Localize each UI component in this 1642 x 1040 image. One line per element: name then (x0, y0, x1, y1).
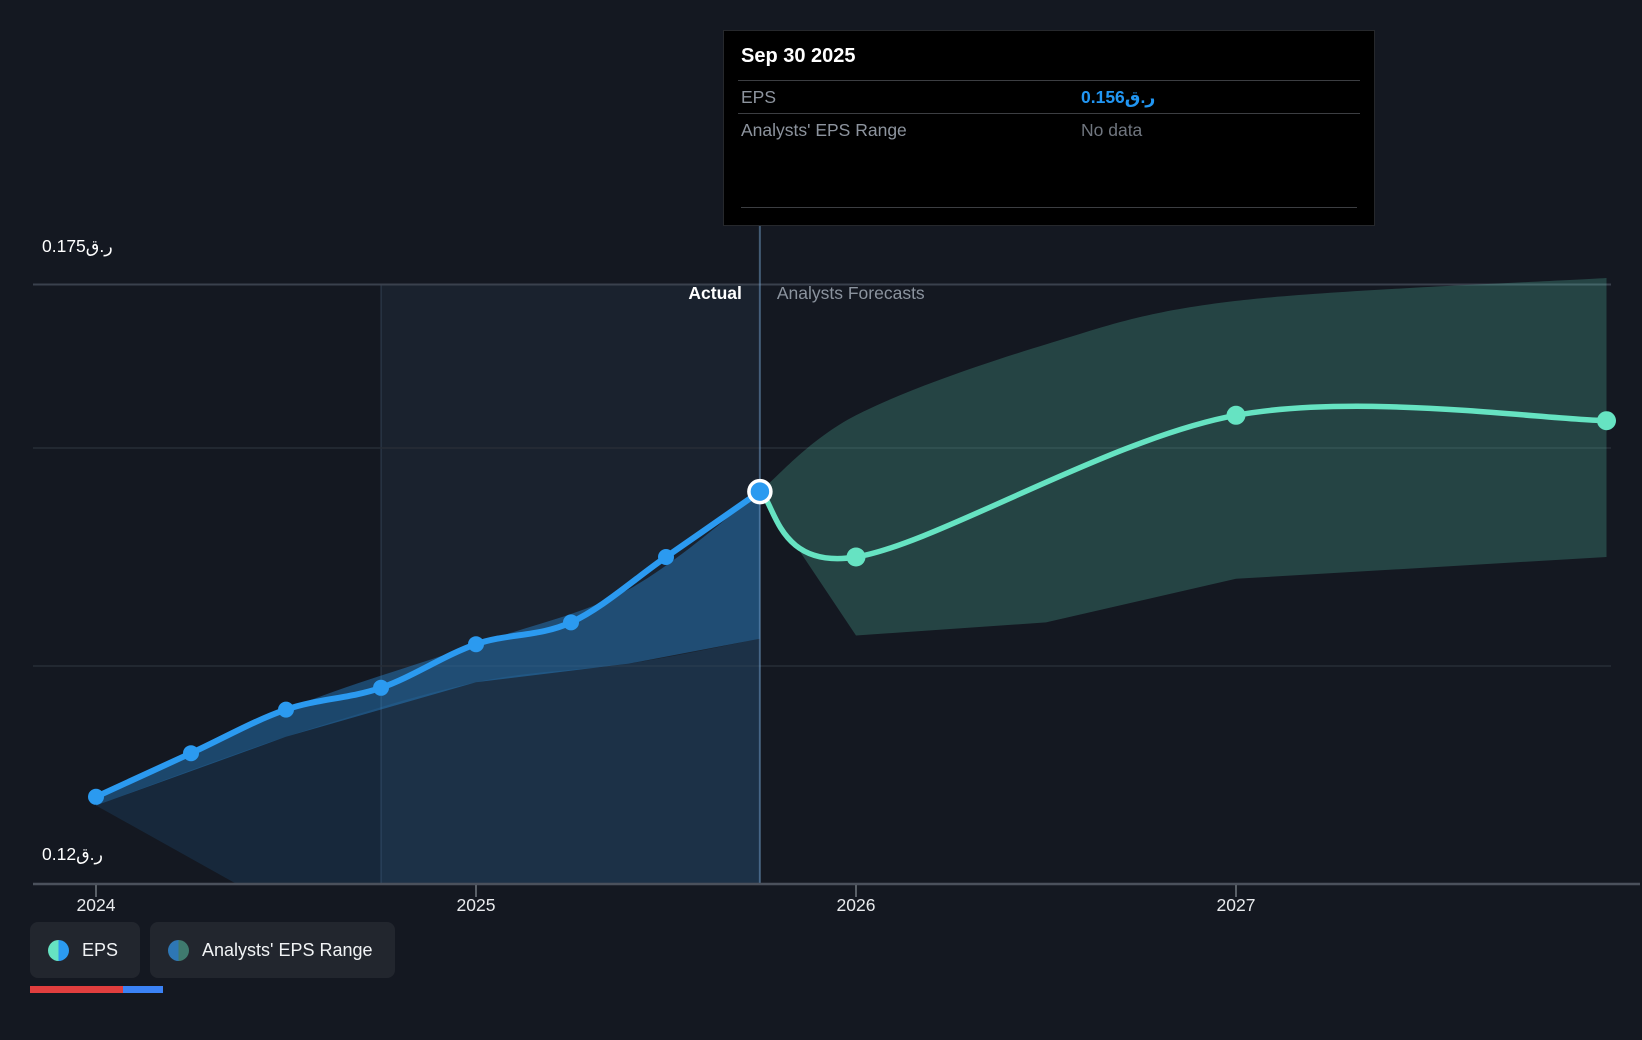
cutoff-blue-segment (123, 986, 163, 993)
tooltip-row-eps: EPS 0.156ر.ق (738, 81, 1360, 114)
actual-underlay-fill (96, 638, 760, 884)
cutoff-red-segment (30, 986, 123, 993)
tooltip-date-title: Sep 30 2025 (738, 31, 1360, 81)
actual-eps-line (93, 488, 763, 800)
y-axis-label-top: 0.175ر.ق (42, 235, 113, 256)
legend-eps-label: EPS (82, 939, 119, 960)
actual-data-point[interactable] (658, 549, 674, 565)
forecast-data-point[interactable] (1597, 411, 1616, 431)
forecast-data-point[interactable] (1226, 405, 1246, 425)
tooltip-eps-value: 0.156ر.ق (1081, 86, 1156, 107)
y-axis-label-bottom: 0.12ر.ق (42, 844, 103, 864)
actual-data-point[interactable] (88, 788, 104, 805)
actual-range-band (96, 491, 760, 806)
legend-chip-eps[interactable]: EPS (30, 922, 141, 978)
forecast-data-point[interactable] (846, 547, 866, 567)
actual-data-point[interactable] (468, 636, 484, 653)
actual-data-point[interactable] (278, 701, 294, 718)
tooltip-range-value: No data (1081, 119, 1143, 140)
actual-phase-label: Actual (688, 283, 742, 303)
chart-tooltip: Sep 30 2025 EPS 0.156ر.ق Analysts' EPS R… (723, 30, 1375, 226)
legend-chip-eps-range[interactable]: Analysts' EPS Range (150, 922, 395, 978)
x-tick-label-2024: 2024 (76, 895, 116, 915)
x-tick-label-2027: 2027 (1216, 895, 1256, 915)
tooltip-row-eps-range: Analysts' EPS Range No data (738, 114, 1360, 146)
x-tick-label-2025: 2025 (456, 895, 496, 915)
forecast-range-band (759, 278, 1607, 636)
highlighted-data-point[interactable] (747, 478, 773, 505)
legend-eps-range-label: Analysts' EPS Range (202, 939, 373, 960)
eps-range-series-dot-icon (168, 939, 190, 961)
actual-data-point[interactable] (563, 614, 579, 631)
actual-data-point[interactable] (373, 679, 389, 696)
cutoff-bottom-element (30, 986, 163, 993)
actual-data-point[interactable] (183, 745, 199, 762)
tooltip-bottom-rule (741, 207, 1357, 208)
past-year-highlight-band (381, 284, 760, 884)
x-tick-label-2026: 2026 (836, 895, 876, 915)
tooltip-spacer (738, 146, 1360, 207)
tooltip-range-label: Analysts' EPS Range (741, 119, 907, 140)
forecast-phase-label: Analysts Forecasts (776, 283, 925, 303)
eps-series-dot-icon (48, 939, 69, 961)
tooltip-eps-label: EPS (741, 86, 777, 107)
forecast-eps-line (757, 403, 1610, 562)
chart-legend: EPS Analysts' EPS Range (30, 922, 395, 978)
